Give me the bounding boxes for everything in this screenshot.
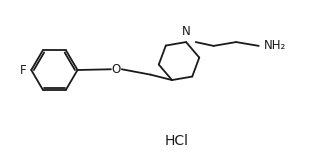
Text: N: N xyxy=(182,25,191,38)
Text: HCl: HCl xyxy=(165,134,189,148)
Text: O: O xyxy=(112,63,121,76)
Text: F: F xyxy=(20,63,27,76)
Text: NH₂: NH₂ xyxy=(264,39,286,52)
